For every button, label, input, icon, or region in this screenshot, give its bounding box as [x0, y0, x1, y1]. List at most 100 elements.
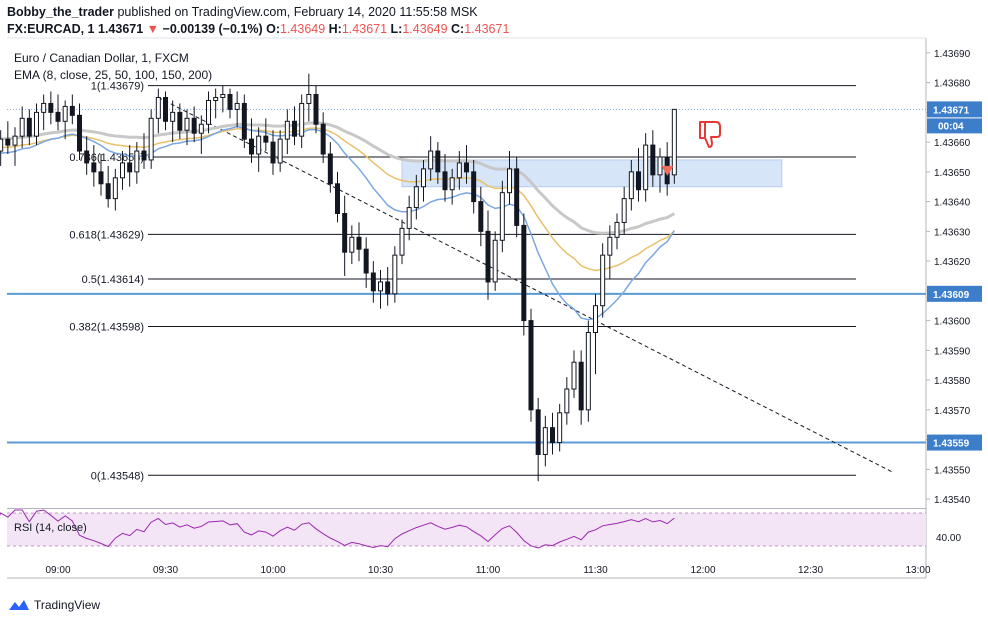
candle	[320, 112, 326, 163]
candle	[542, 415, 548, 467]
candle-body	[492, 239, 498, 283]
candle-body	[313, 94, 319, 125]
candle	[19, 106, 25, 149]
candle	[349, 225, 355, 265]
time-tick-label: 11:30	[583, 565, 608, 576]
candle-body	[643, 144, 649, 191]
candle	[557, 403, 563, 452]
countdown-text: 00:04	[938, 121, 964, 132]
candle	[456, 151, 462, 190]
close-label: C:	[451, 22, 465, 36]
candle	[607, 225, 613, 279]
candle-body	[557, 412, 563, 444]
candle-body	[456, 162, 462, 179]
candle-body	[392, 254, 398, 295]
candle-body	[127, 162, 133, 173]
candle	[84, 136, 90, 175]
candle	[277, 130, 283, 172]
candle	[34, 103, 39, 146]
candle-body	[550, 427, 555, 444]
candle	[127, 145, 133, 187]
candle-body	[241, 102, 247, 140]
current-price-tag-bg	[927, 101, 982, 118]
price-tick-label: 1.43680	[934, 79, 971, 90]
price-tick-label: 1.43600	[934, 317, 971, 328]
candle-body	[148, 117, 154, 161]
level-price-tag: 1.43609	[927, 285, 982, 302]
candle	[184, 109, 190, 146]
candle	[163, 91, 168, 131]
open-value: 1.43649	[279, 22, 326, 36]
candle-body	[299, 102, 305, 137]
candle-body	[507, 168, 512, 194]
candle	[628, 159, 634, 211]
candle	[600, 243, 606, 318]
candle-body	[26, 117, 32, 137]
candle	[41, 94, 47, 131]
candle-body	[256, 135, 262, 155]
time-tick-label: 12:30	[798, 565, 823, 576]
high-label: H:	[328, 22, 342, 36]
time-tick-label: 11:00	[476, 565, 501, 576]
candle	[370, 261, 376, 303]
price-tick-label: 1.43570	[934, 406, 971, 417]
candle	[0, 130, 4, 166]
publish-line: Bobby_the_trader published on TradingVie…	[7, 4, 509, 21]
chart-legend: Euro / Canadian Dollar, 1, FXCM EMA (8, …	[14, 50, 212, 84]
plot-background	[7, 38, 926, 578]
candle	[270, 130, 276, 175]
candle	[120, 151, 125, 190]
candle	[421, 159, 426, 202]
candle-body	[84, 150, 90, 164]
candle-body	[342, 213, 348, 253]
candle	[55, 94, 61, 131]
candle	[521, 213, 527, 336]
quote-line: FX:EURCAD, 1 1.43671 ▼ −0.00139 (−0.1%) …	[7, 21, 509, 38]
candle	[449, 168, 455, 205]
candle	[5, 121, 11, 155]
candle-body	[292, 120, 297, 137]
candle	[363, 237, 369, 288]
candle-body	[535, 409, 541, 455]
candle-body	[650, 144, 656, 176]
candle-body	[428, 150, 434, 170]
candle-body	[191, 117, 197, 134]
candle	[492, 231, 498, 291]
candle	[170, 100, 176, 143]
current-price-tag: 1.43671	[927, 101, 982, 118]
candle-body	[0, 138, 4, 152]
candle-body	[284, 120, 290, 140]
candle	[392, 246, 398, 303]
candle-body	[91, 162, 97, 173]
candle-body	[19, 117, 25, 137]
candle-body	[578, 361, 584, 411]
low-value: 1.43649	[402, 22, 448, 36]
candle	[621, 186, 627, 235]
price-tick-label: 1.43650	[934, 168, 971, 179]
candle-body	[421, 168, 426, 188]
candle-body	[69, 105, 75, 116]
candle	[220, 85, 226, 113]
candle-body	[41, 102, 47, 113]
candle	[356, 222, 362, 262]
candle-body	[155, 96, 161, 119]
candle	[256, 127, 262, 172]
author-name[interactable]: Bobby_the_trader	[7, 5, 114, 19]
candle-body	[636, 171, 641, 191]
ema-slow-line	[0, 121, 676, 235]
candle-body	[320, 123, 326, 155]
candle-body	[335, 183, 340, 215]
candle	[593, 293, 598, 375]
time-tick-label: 10:00	[260, 565, 285, 576]
candle	[299, 94, 305, 149]
candle-body	[385, 281, 391, 295]
fib-level-label: 0.382(1.43598)	[69, 322, 144, 334]
candle	[112, 168, 118, 211]
candle	[306, 73, 312, 122]
rsi-label: RSI (14, close)	[14, 522, 87, 534]
candle-body	[378, 281, 383, 292]
candle-body	[112, 177, 118, 200]
candle	[155, 88, 161, 134]
level-price-tag-bg	[927, 285, 982, 302]
ema-indicator-label[interactable]: EMA (8, close, 25, 50, 100, 150, 200)	[14, 68, 213, 82]
